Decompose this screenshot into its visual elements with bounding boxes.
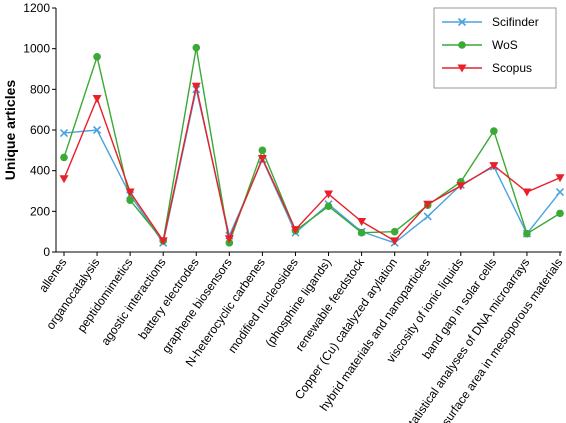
data-point-scifinder — [59, 128, 69, 138]
x-tick-label: allenes — [36, 256, 69, 295]
y-tick-label: 1000 — [23, 42, 50, 56]
y-tick-label: 600 — [30, 123, 50, 137]
y-tick-label: 200 — [30, 204, 50, 218]
data-point-scifinder — [555, 187, 565, 197]
legend-label: Scopus — [492, 61, 532, 75]
legend: Scifinder WoS Scopus — [433, 7, 557, 89]
data-point-wos — [324, 202, 333, 211]
legend-marker — [457, 17, 467, 27]
legend-marker — [458, 41, 466, 49]
data-point-wos — [357, 228, 366, 237]
data-point-scopus — [555, 174, 565, 183]
y-tick-label: 1200 — [23, 1, 50, 15]
legend-item-wos: WoS — [442, 38, 518, 52]
data-point-wos — [258, 146, 267, 155]
y-axis-label: Unique articles — [2, 80, 18, 181]
data-point-scifinder — [93, 125, 102, 135]
data-point-scifinder — [423, 212, 432, 221]
data-point-scopus — [456, 182, 466, 191]
data-point-scopus — [191, 82, 201, 91]
data-point-wos — [490, 127, 498, 135]
data-point-scopus — [92, 94, 102, 103]
data-point-scopus — [125, 188, 135, 197]
legend-label: Scifinder — [492, 15, 539, 29]
data-point-scopus — [224, 235, 234, 244]
y-tick-label: 0 — [43, 245, 50, 259]
y-tick-label: 400 — [30, 164, 50, 178]
legend-label: WoS — [492, 38, 518, 52]
data-point-scopus — [290, 226, 300, 235]
x-tick-label: battery electrodes — [136, 256, 202, 342]
data-point-scopus — [522, 188, 532, 197]
series-line-wos — [63, 47, 561, 246]
series-scifinder — [59, 85, 565, 247]
data-point-scopus — [257, 154, 267, 163]
data-point-wos — [126, 196, 134, 204]
legend-marker — [457, 64, 467, 73]
data-point-wos — [556, 209, 564, 218]
y-tick-label: 800 — [30, 82, 50, 96]
data-point-scopus — [423, 200, 433, 209]
data-point-scopus — [158, 237, 168, 246]
data-point-wos — [192, 43, 201, 52]
legend-item-scopus: Scopus — [442, 61, 532, 75]
data-point-wos — [93, 53, 101, 61]
data-point-scopus — [357, 218, 367, 226]
series-line-scifinder — [63, 89, 561, 245]
y-axis-ticks: 0 200 400 600 800 1000 1200 — [23, 1, 56, 259]
series-group — [59, 43, 565, 247]
legend-item-scifinder: Scifinder — [442, 15, 539, 29]
data-point-scopus — [59, 175, 69, 184]
x-tick-label: surface area in mesoporous materials — [439, 256, 566, 423]
data-point-wos — [390, 227, 399, 236]
data-point-scopus — [324, 190, 334, 199]
data-point-wos — [60, 153, 68, 162]
series-line-scopus — [63, 86, 561, 243]
data-point-wos — [523, 229, 531, 238]
series-scopus — [59, 82, 565, 246]
data-point-scopus — [489, 162, 499, 171]
x-axis-ticks: allenesorganocatalysispeptidomimeticsago… — [36, 252, 565, 423]
data-point-scopus — [390, 237, 400, 246]
